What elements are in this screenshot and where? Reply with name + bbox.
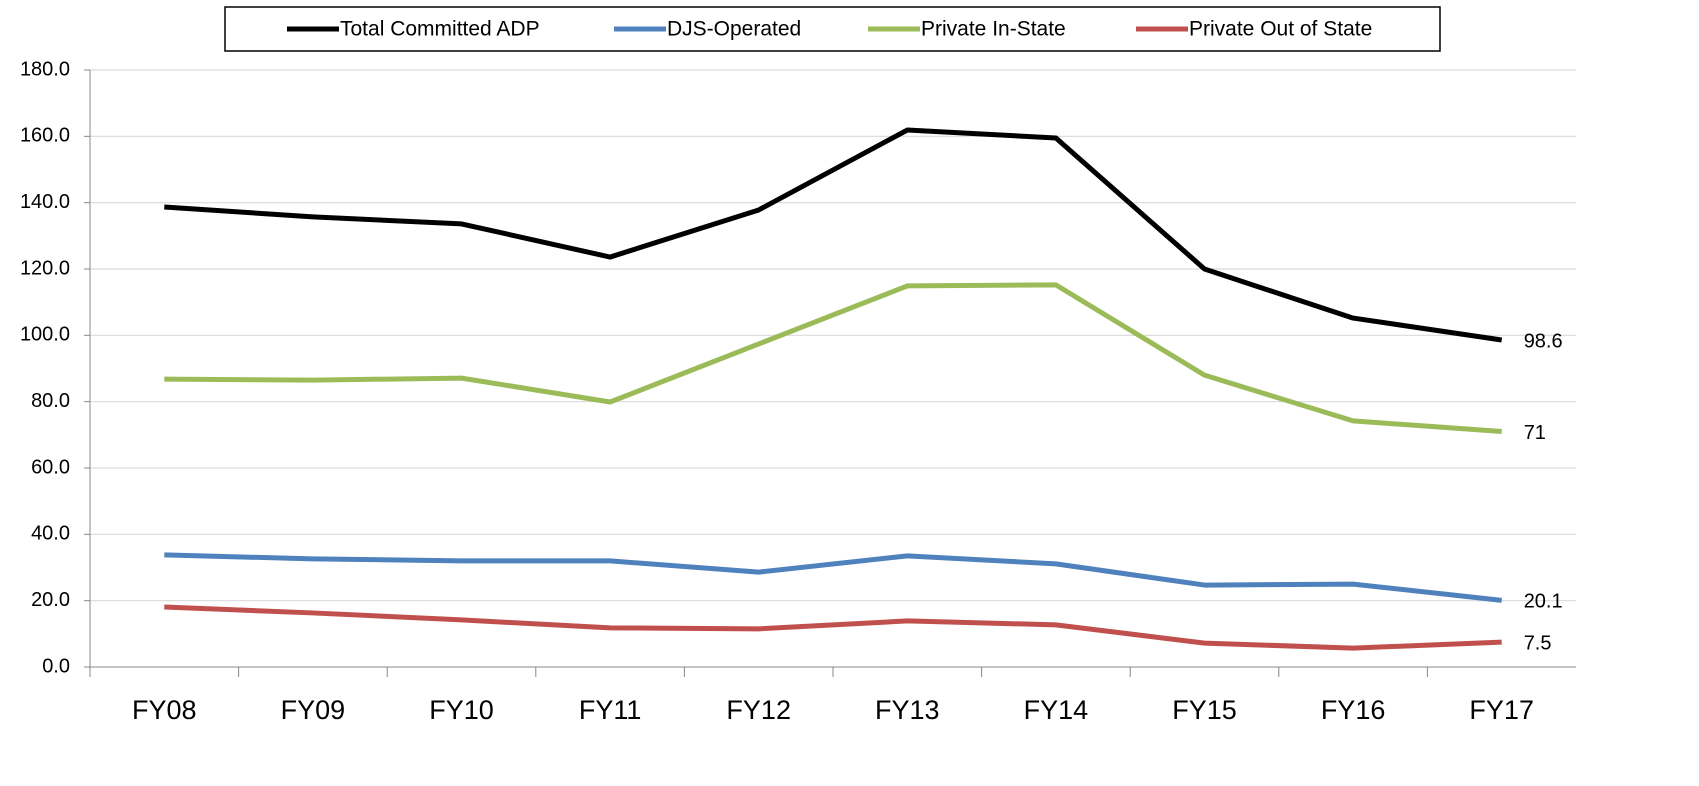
x-tick-label: FY12: [726, 695, 791, 725]
value-label: 71: [1524, 422, 1546, 444]
y-tick-label: 140.0: [20, 191, 70, 213]
y-tick-label: 160.0: [20, 125, 70, 147]
x-tick-label: FY14: [1024, 695, 1089, 725]
legend-label: Private Out of State: [1189, 18, 1372, 41]
value-label: 98.6: [1524, 330, 1563, 352]
y-tick-label: 60.0: [31, 456, 70, 478]
x-tick-label: FY15: [1172, 695, 1237, 725]
value-label: 7.5: [1524, 632, 1552, 654]
legend-label: Private In-State: [921, 18, 1066, 41]
x-tick-label: FY09: [281, 695, 346, 725]
x-tick-label: FY17: [1469, 695, 1534, 725]
series-line: [164, 127, 1503, 343]
y-tick-label: 100.0: [20, 324, 70, 346]
series-line: [164, 552, 1502, 603]
y-tick-label: 40.0: [31, 523, 70, 545]
legend-label: Total Committed ADP: [340, 18, 540, 41]
y-tick-label: 120.0: [20, 257, 70, 279]
y-tick-label: 80.0: [31, 390, 70, 412]
y-tick-label: 20.0: [31, 589, 70, 611]
x-tick-label: FY11: [579, 695, 642, 725]
value-label: 20.1: [1524, 591, 1563, 613]
series-line: [164, 604, 1502, 651]
y-tick-label: 0.0: [42, 655, 70, 677]
series-line: [164, 282, 1502, 435]
x-tick-label: FY16: [1321, 695, 1386, 725]
x-tick-label: FY10: [429, 695, 494, 725]
legend-label: DJS-Operated: [667, 18, 801, 41]
y-tick-label: 180.0: [20, 58, 70, 80]
x-tick-label: FY13: [875, 695, 940, 725]
legend-box: [224, 6, 1441, 52]
x-tick-label: FY08: [132, 695, 197, 725]
